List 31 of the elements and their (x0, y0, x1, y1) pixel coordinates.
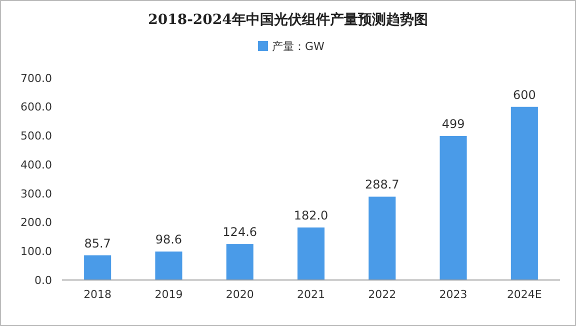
text: 600 (512, 88, 536, 102)
y-tick-label: 600.0 (20, 100, 52, 114)
x-tick-label: 2024E (506, 288, 542, 301)
x-tick-label: 2022 (368, 288, 396, 301)
text: 124.6 (222, 225, 258, 240)
bar (84, 255, 112, 280)
text: 85.7 (84, 236, 111, 250)
text: 182.0 (294, 208, 328, 222)
bar (297, 227, 325, 280)
legend-label: 产量：GW (272, 40, 325, 53)
x-tick-label: 2023 (439, 288, 468, 301)
bar (226, 244, 254, 280)
x-tick-label: 2019 (154, 288, 183, 301)
x-tick-label: 2021 (297, 288, 325, 301)
text: 98.6 (155, 232, 182, 247)
bar (155, 252, 182, 280)
x-tick-label: 2020 (226, 288, 254, 301)
y-tick-label: 700.0 (20, 72, 52, 85)
y-tick-label: 200.0 (20, 216, 52, 230)
y-tick-label: 0.0 (34, 274, 52, 287)
y-tick-label: 100.0 (20, 244, 52, 258)
y-tick-label: 500.0 (20, 130, 52, 143)
y-tick-label: 400.0 (20, 158, 52, 172)
bar (510, 106, 538, 280)
y-tick-label: 300.0 (20, 187, 52, 200)
bar (440, 136, 467, 280)
x-tick-label: 2018 (84, 288, 112, 301)
bar (368, 196, 396, 280)
chart-title: 2018-2024年中国光伏组件产量预测趋势图 (148, 11, 428, 28)
text: 499 (442, 117, 465, 132)
text: 288.7 (364, 178, 400, 192)
